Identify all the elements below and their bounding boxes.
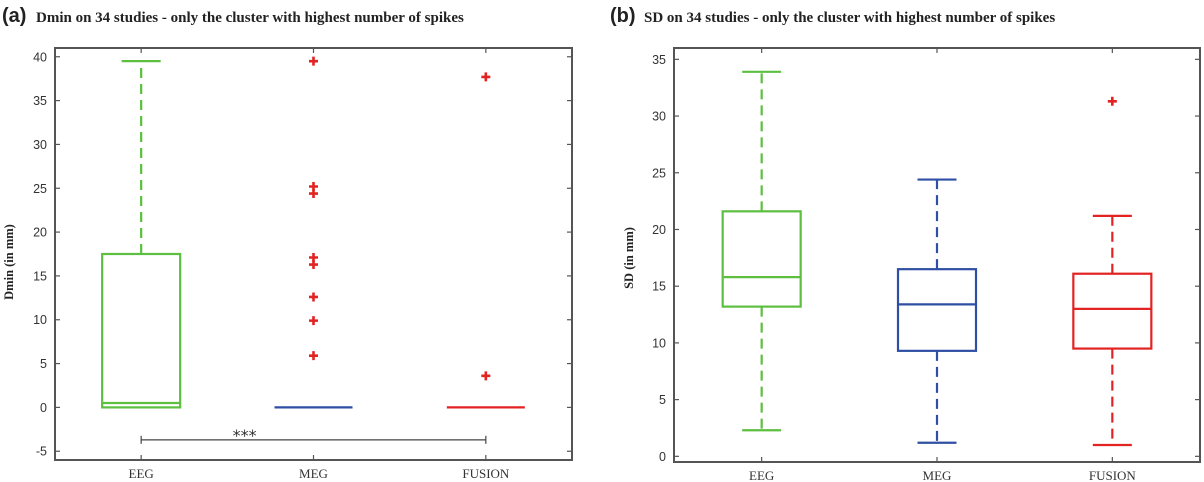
outlier-marker <box>309 253 318 263</box>
panel-b-y-tick-label: 25 <box>652 166 666 180</box>
panel-a-y-tick-label: 25 <box>33 182 47 196</box>
panel-b-title: SD on 34 studies - only the cluster with… <box>644 10 1055 26</box>
panel-a-y-tick-label: 20 <box>33 226 47 240</box>
iqr-box <box>896 268 978 352</box>
panel-b-x-tick-label-eeg: EEG <box>749 468 774 482</box>
panel-a-y-tick-label: 10 <box>33 313 47 327</box>
panel-a-x-tick-label-fusion: FUSION <box>462 466 510 481</box>
panel-b-plot-area: 0 5 10 15 20 25 30 35 EEG MEG FUSION <box>652 47 1201 482</box>
panel-b-y-tick-label: 20 <box>652 223 666 237</box>
iqr-box <box>721 210 802 308</box>
panel-b-x-tick-label-meg: MEG <box>923 468 952 482</box>
panel-b-box-eeg <box>721 70 802 432</box>
panel-a-box-fusion <box>446 72 525 409</box>
panel-a-x-tick-label-meg: MEG <box>299 466 328 481</box>
panel-a-y-tick-label: 35 <box>33 94 47 108</box>
panel-b-label: (b) <box>610 5 636 27</box>
panel-a-y-tick-label: 30 <box>33 138 47 152</box>
panel-a-label: (a) <box>2 5 26 27</box>
panel-a-y-tick-label: -5 <box>36 445 47 459</box>
panel-a-title: Dmin on 34 studies - only the cluster wi… <box>36 10 464 26</box>
outlier-marker <box>309 56 318 66</box>
panel-a-box-meg <box>274 56 353 409</box>
panel-b-box-meg <box>896 178 978 444</box>
outlier-marker <box>481 371 491 381</box>
iqr-box <box>101 252 182 409</box>
outlier-marker <box>309 316 318 326</box>
panel-a-plot-area: -5 0 5 10 15 20 25 30 35 40 EEG MEG FUSION *** <box>33 47 573 481</box>
panel-b-y-tick-label: 5 <box>659 393 666 407</box>
panel-a-y-tick-label: 0 <box>40 401 47 415</box>
iqr-box <box>1072 272 1153 350</box>
panel-a-dmin-boxplot: (a) Dmin on 34 studies - only the cluste… <box>2 5 573 481</box>
panel-b-x-tick-label-fusion: FUSION <box>1089 468 1137 482</box>
outlier-marker <box>481 72 491 82</box>
panel-a-x-tick-label-eeg: EEG <box>129 466 154 481</box>
panel-b-y-tick-label: 15 <box>652 280 666 294</box>
panel-a-y-tick-label: 5 <box>40 357 47 371</box>
outlier-marker <box>309 182 318 192</box>
panel-b-y-axis-label: SD (in mm) <box>622 227 636 289</box>
panel-b-sd-boxplot: (b) SD on 34 studies - only the cluster … <box>610 5 1201 482</box>
panel-a-significance-bracket: *** <box>140 426 487 445</box>
outlier-marker <box>309 292 318 302</box>
panel-b-box-fusion <box>1072 96 1153 447</box>
panel-a-box-eeg <box>101 60 182 409</box>
panel-b-y-tick-label: 0 <box>659 450 666 464</box>
panel-a-y-axis-label: Dmin (in mm) <box>2 224 16 300</box>
significance-stars: *** <box>233 426 257 445</box>
panel-b-y-tick-label: 35 <box>652 53 666 67</box>
panel-a-y-tick-label: 15 <box>33 269 47 283</box>
outlier-marker <box>1107 96 1117 106</box>
panel-a-y-tick-label: 40 <box>33 50 47 64</box>
panel-b-y-tick-label: 30 <box>652 110 666 124</box>
panel-b-y-tick-label: 10 <box>652 336 666 350</box>
outlier-marker <box>309 351 318 361</box>
